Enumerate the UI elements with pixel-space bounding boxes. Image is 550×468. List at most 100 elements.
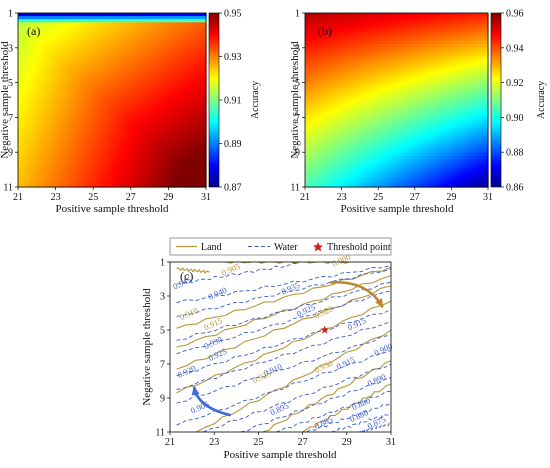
heatmap-cell: [460, 34, 465, 39]
heatmap-cell: [127, 155, 132, 160]
heatmap-cell: [71, 109, 75, 114]
heatmap-cell: [27, 155, 32, 160]
heatmap-cell: [36, 121, 41, 126]
heatmap-cell: [174, 174, 179, 179]
heatmap-cell: [335, 37, 340, 42]
heatmap-cell: [193, 168, 198, 173]
heatmap-cell: [152, 87, 157, 92]
heatmap-cell: [68, 103, 72, 107]
heatmap-cell: [115, 177, 119, 182]
heatmap-cell: [417, 34, 422, 39]
heatmap-cell: [149, 103, 154, 107]
heatmap-cell: [96, 75, 101, 79]
heatmap-cell: [77, 168, 82, 173]
heatmap-cell: [332, 87, 337, 92]
heatmap-cell: [323, 31, 327, 36]
heatmap-cell: [174, 134, 179, 138]
heatmap-cell: [439, 40, 443, 45]
heatmap-cell: [396, 13, 401, 17]
heatmap-cell: [187, 115, 191, 120]
heatmap-cell: [52, 78, 57, 82]
heatmap-cell: [177, 47, 182, 51]
heatmap-cell: [314, 25, 318, 30]
heatmap-cell: [171, 146, 176, 151]
heatmap-cell: [71, 137, 75, 141]
heatmap-cell: [115, 174, 119, 179]
heatmap-cell: [184, 171, 188, 176]
plot-frame-a: [17, 12, 207, 188]
heatmap-cell: [65, 121, 69, 126]
heatmap-cell: [417, 22, 422, 27]
heatmap-cell: [21, 106, 25, 110]
heatmap-cell: [445, 72, 449, 76]
heatmap-cell: [184, 146, 188, 151]
heatmap-cell: [381, 62, 385, 67]
heatmap-cell: [143, 72, 148, 76]
heatmap-cell: [49, 90, 54, 95]
heatmap-cell: [359, 44, 364, 48]
heatmap-cell: [475, 87, 480, 92]
heatmap-cell: [454, 25, 459, 30]
heatmap-cell: [174, 44, 179, 48]
heatmap-cell: [18, 16, 22, 20]
heatmap-cell: [90, 81, 94, 86]
heatmap-cell: [184, 131, 188, 135]
heatmap-cell: [46, 165, 50, 169]
heatmap-cell: [359, 81, 364, 86]
heatmap-cell: [124, 115, 129, 120]
heatmap-cell: [457, 87, 462, 92]
heatmap-cell: [442, 44, 446, 48]
heatmap-cell: [445, 75, 449, 79]
heatmap-cell: [27, 143, 32, 148]
heatmap-cell: [146, 103, 151, 107]
heatmap-cell: [484, 22, 489, 27]
heatmap-cell: [433, 59, 437, 64]
heatmap-cell: [329, 78, 334, 82]
heatmap-cell: [61, 103, 66, 107]
heatmap-cell: [118, 109, 122, 114]
heatmap-cell: [30, 155, 35, 160]
heatmap-cell: [155, 19, 160, 23]
heatmap-cell: [180, 118, 185, 123]
heatmap-cell: [43, 19, 47, 23]
heatmap-cell: [55, 25, 60, 30]
heatmap-cell: [155, 31, 160, 36]
heatmap-cell: [320, 65, 324, 70]
heatmap-cell: [49, 22, 54, 27]
heatmap-cell: [414, 13, 419, 17]
heatmap-cell: [36, 28, 41, 33]
heatmap-cell: [52, 34, 57, 39]
heatmap-cell: [90, 155, 94, 160]
heatmap-cell: [199, 143, 204, 148]
heatmap-cell: [105, 56, 110, 61]
heatmap-cell: [420, 75, 425, 79]
heatmap-cell: [39, 78, 44, 82]
heatmap-cell: [130, 177, 135, 182]
heatmap-cell: [133, 47, 138, 51]
heatmap-cell: [180, 87, 185, 92]
heatmap-cell: [329, 81, 334, 86]
heatmap-cell: [80, 115, 85, 120]
heatmap-cell: [115, 31, 119, 36]
heatmap-cell: [199, 25, 204, 30]
heatmap-cell: [451, 19, 456, 23]
heatmap-cell: [190, 75, 195, 79]
heatmap-cell: [49, 106, 54, 110]
heatmap-cell: [93, 180, 97, 185]
heatmap-cell: [68, 93, 72, 98]
heatmap-cell: [112, 37, 116, 42]
heatmap-cell: [338, 90, 343, 95]
heatmap-cell: [30, 34, 35, 39]
heatmap-cell: [174, 118, 179, 123]
heatmap-cell: [317, 84, 321, 89]
heatmap-cell: [171, 84, 176, 89]
heatmap-cell: [393, 87, 398, 92]
heatmap-cell: [105, 90, 110, 95]
heatmap-cell: [124, 118, 129, 123]
heatmap-cell: [344, 68, 349, 73]
heatmap-cell: [472, 13, 477, 17]
heatmap-cell: [162, 112, 166, 117]
heatmap-cell: [347, 59, 352, 64]
heatmap-cell: [165, 183, 169, 188]
heatmap-cell: [90, 137, 94, 141]
